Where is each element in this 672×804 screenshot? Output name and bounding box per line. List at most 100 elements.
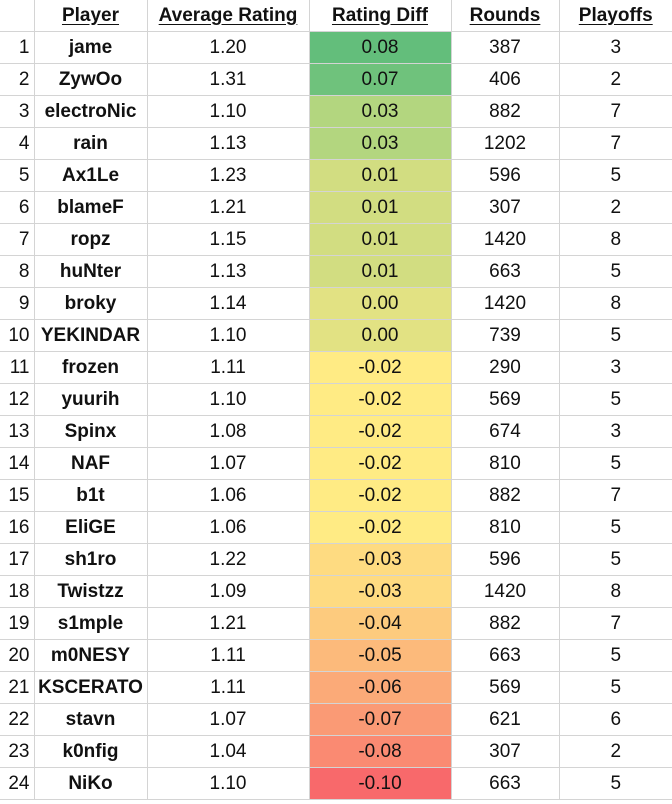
rounds-cell[interactable]: 674 [450,415,560,448]
player-cell[interactable]: blameF [33,191,148,224]
rounds-cell[interactable]: 596 [450,543,560,576]
row-index-cell[interactable]: 4 [0,127,35,160]
player-cell[interactable]: stavn [33,703,148,736]
average-rating-cell[interactable]: 1.31 [146,63,310,96]
playoffs-cell[interactable]: 5 [558,319,672,352]
rounds-cell[interactable]: 307 [450,735,560,768]
playoffs-cell[interactable]: 5 [558,767,672,800]
rounds-cell[interactable]: 406 [450,63,560,96]
rating-diff-cell[interactable]: -0.03 [308,543,452,576]
average-rating-cell[interactable]: 1.11 [146,671,310,704]
rating-diff-cell[interactable]: -0.02 [308,447,452,480]
rounds-cell[interactable]: 663 [450,639,560,672]
row-index-cell[interactable]: 20 [0,639,35,672]
average-rating-cell[interactable]: 1.10 [146,95,310,128]
rounds-cell[interactable]: 810 [450,511,560,544]
row-index-cell[interactable]: 9 [0,287,35,320]
average-rating-cell[interactable]: 1.15 [146,223,310,256]
playoffs-cell[interactable]: 2 [558,63,672,96]
player-cell[interactable]: NiKo [33,767,148,800]
rounds-cell[interactable]: 739 [450,319,560,352]
rating-diff-cell[interactable]: -0.03 [308,575,452,608]
average-rating-cell[interactable]: 1.21 [146,607,310,640]
player-cell[interactable]: b1t [33,479,148,512]
rating-diff-cell[interactable]: -0.02 [308,351,452,384]
rating-diff-cell[interactable]: 0.07 [308,63,452,96]
rating-diff-cell[interactable]: 0.03 [308,127,452,160]
rating-diff-cell[interactable]: 0.01 [308,223,452,256]
playoffs-cell[interactable]: 3 [558,351,672,384]
playoffs-cell[interactable]: 5 [558,671,672,704]
player-cell[interactable]: rain [33,127,148,160]
row-index-cell[interactable]: 12 [0,383,35,416]
player-cell[interactable]: huNter [33,255,148,288]
player-cell[interactable]: electroNic [33,95,148,128]
row-index-cell[interactable]: 19 [0,607,35,640]
player-cell[interactable]: frozen [33,351,148,384]
player-header-cell[interactable]: Player [33,0,148,32]
average-rating-cell[interactable]: 1.10 [146,383,310,416]
rounds-cell[interactable]: 569 [450,671,560,704]
row-index-cell[interactable]: 24 [0,767,35,800]
row-index-cell[interactable]: 21 [0,671,35,704]
playoffs-header-cell[interactable]: Playoffs [558,0,672,32]
average-rating-cell[interactable]: 1.09 [146,575,310,608]
rating-diff-cell[interactable]: -0.08 [308,735,452,768]
playoffs-cell[interactable]: 8 [558,287,672,320]
row-index-cell[interactable]: 3 [0,95,35,128]
playoffs-cell[interactable]: 6 [558,703,672,736]
playoffs-cell[interactable]: 5 [558,543,672,576]
player-cell[interactable]: ropz [33,223,148,256]
player-cell[interactable]: YEKINDAR [33,319,148,352]
rounds-cell[interactable]: 569 [450,383,560,416]
rounds-cell[interactable]: 882 [450,607,560,640]
player-cell[interactable]: k0nfig [33,735,148,768]
average-rating-cell[interactable]: 1.07 [146,447,310,480]
player-cell[interactable]: KSCERATO [33,671,148,704]
rounds-cell[interactable]: 290 [450,351,560,384]
average-rating-cell[interactable]: 1.13 [146,127,310,160]
rating-diff-cell[interactable]: -0.07 [308,703,452,736]
rating-diff-cell[interactable]: -0.02 [308,383,452,416]
row-index-cell[interactable]: 13 [0,415,35,448]
row-index-cell[interactable]: 1 [0,31,35,64]
average-rating-cell[interactable]: 1.11 [146,639,310,672]
player-cell[interactable]: NAF [33,447,148,480]
playoffs-cell[interactable]: 7 [558,479,672,512]
rating-diff-cell[interactable]: -0.05 [308,639,452,672]
average-rating-cell[interactable]: 1.06 [146,479,310,512]
average-rating-cell[interactable]: 1.13 [146,255,310,288]
rating-diff-cell[interactable]: 0.00 [308,287,452,320]
rounds-cell[interactable]: 387 [450,31,560,64]
rounds-cell[interactable]: 1420 [450,223,560,256]
rounds-cell[interactable]: 663 [450,767,560,800]
playoffs-cell[interactable]: 5 [558,159,672,192]
row-index-cell[interactable]: 6 [0,191,35,224]
player-cell[interactable]: ZywOo [33,63,148,96]
rounds-cell[interactable]: 621 [450,703,560,736]
rating-diff-cell[interactable]: -0.06 [308,671,452,704]
row-index-cell[interactable]: 18 [0,575,35,608]
playoffs-cell[interactable]: 5 [558,383,672,416]
playoffs-cell[interactable]: 8 [558,223,672,256]
row-index-cell[interactable]: 5 [0,159,35,192]
rating-diff-cell[interactable]: 0.01 [308,255,452,288]
rating-diff-cell[interactable]: -0.10 [308,767,452,800]
average-rating-cell[interactable]: 1.08 [146,415,310,448]
player-cell[interactable]: m0NESY [33,639,148,672]
player-cell[interactable]: yuurih [33,383,148,416]
playoffs-cell[interactable]: 2 [558,735,672,768]
rounds-header-cell[interactable]: Rounds [450,0,560,32]
rating-diff-cell[interactable]: 0.01 [308,191,452,224]
rounds-cell[interactable]: 1202 [450,127,560,160]
row-index-cell[interactable]: 8 [0,255,35,288]
player-cell[interactable]: Spinx [33,415,148,448]
player-cell[interactable]: s1mple [33,607,148,640]
average-rating-cell[interactable]: 1.10 [146,319,310,352]
average-rating-cell[interactable]: 1.23 [146,159,310,192]
rounds-cell[interactable]: 1420 [450,575,560,608]
index-header-cell[interactable] [0,0,35,32]
playoffs-cell[interactable]: 3 [558,415,672,448]
average-rating-header-cell[interactable]: Average Rating [146,0,310,32]
rounds-cell[interactable]: 663 [450,255,560,288]
